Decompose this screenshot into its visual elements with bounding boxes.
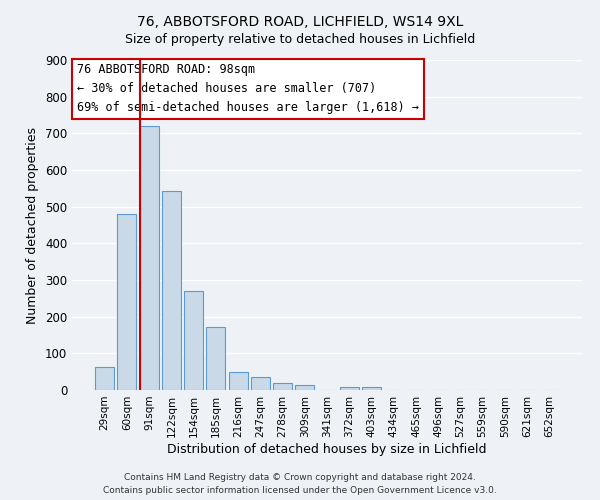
Bar <box>184 291 203 390</box>
Bar <box>362 387 381 390</box>
Bar <box>140 126 158 390</box>
Bar <box>229 372 248 390</box>
Bar <box>95 368 114 390</box>
X-axis label: Distribution of detached houses by size in Lichfield: Distribution of detached houses by size … <box>167 442 487 456</box>
Y-axis label: Number of detached properties: Number of detached properties <box>26 126 40 324</box>
Text: 76 ABBOTSFORD ROAD: 98sqm
← 30% of detached houses are smaller (707)
69% of semi: 76 ABBOTSFORD ROAD: 98sqm ← 30% of detac… <box>77 64 419 114</box>
Bar <box>251 377 270 390</box>
Bar <box>273 382 292 390</box>
Bar <box>162 191 181 390</box>
Bar <box>295 385 314 390</box>
Text: 76, ABBOTSFORD ROAD, LICHFIELD, WS14 9XL: 76, ABBOTSFORD ROAD, LICHFIELD, WS14 9XL <box>137 15 463 29</box>
Bar <box>206 327 225 390</box>
Text: Contains HM Land Registry data © Crown copyright and database right 2024.
Contai: Contains HM Land Registry data © Crown c… <box>103 474 497 495</box>
Bar <box>118 214 136 390</box>
Bar <box>340 387 359 390</box>
Text: Size of property relative to detached houses in Lichfield: Size of property relative to detached ho… <box>125 32 475 46</box>
